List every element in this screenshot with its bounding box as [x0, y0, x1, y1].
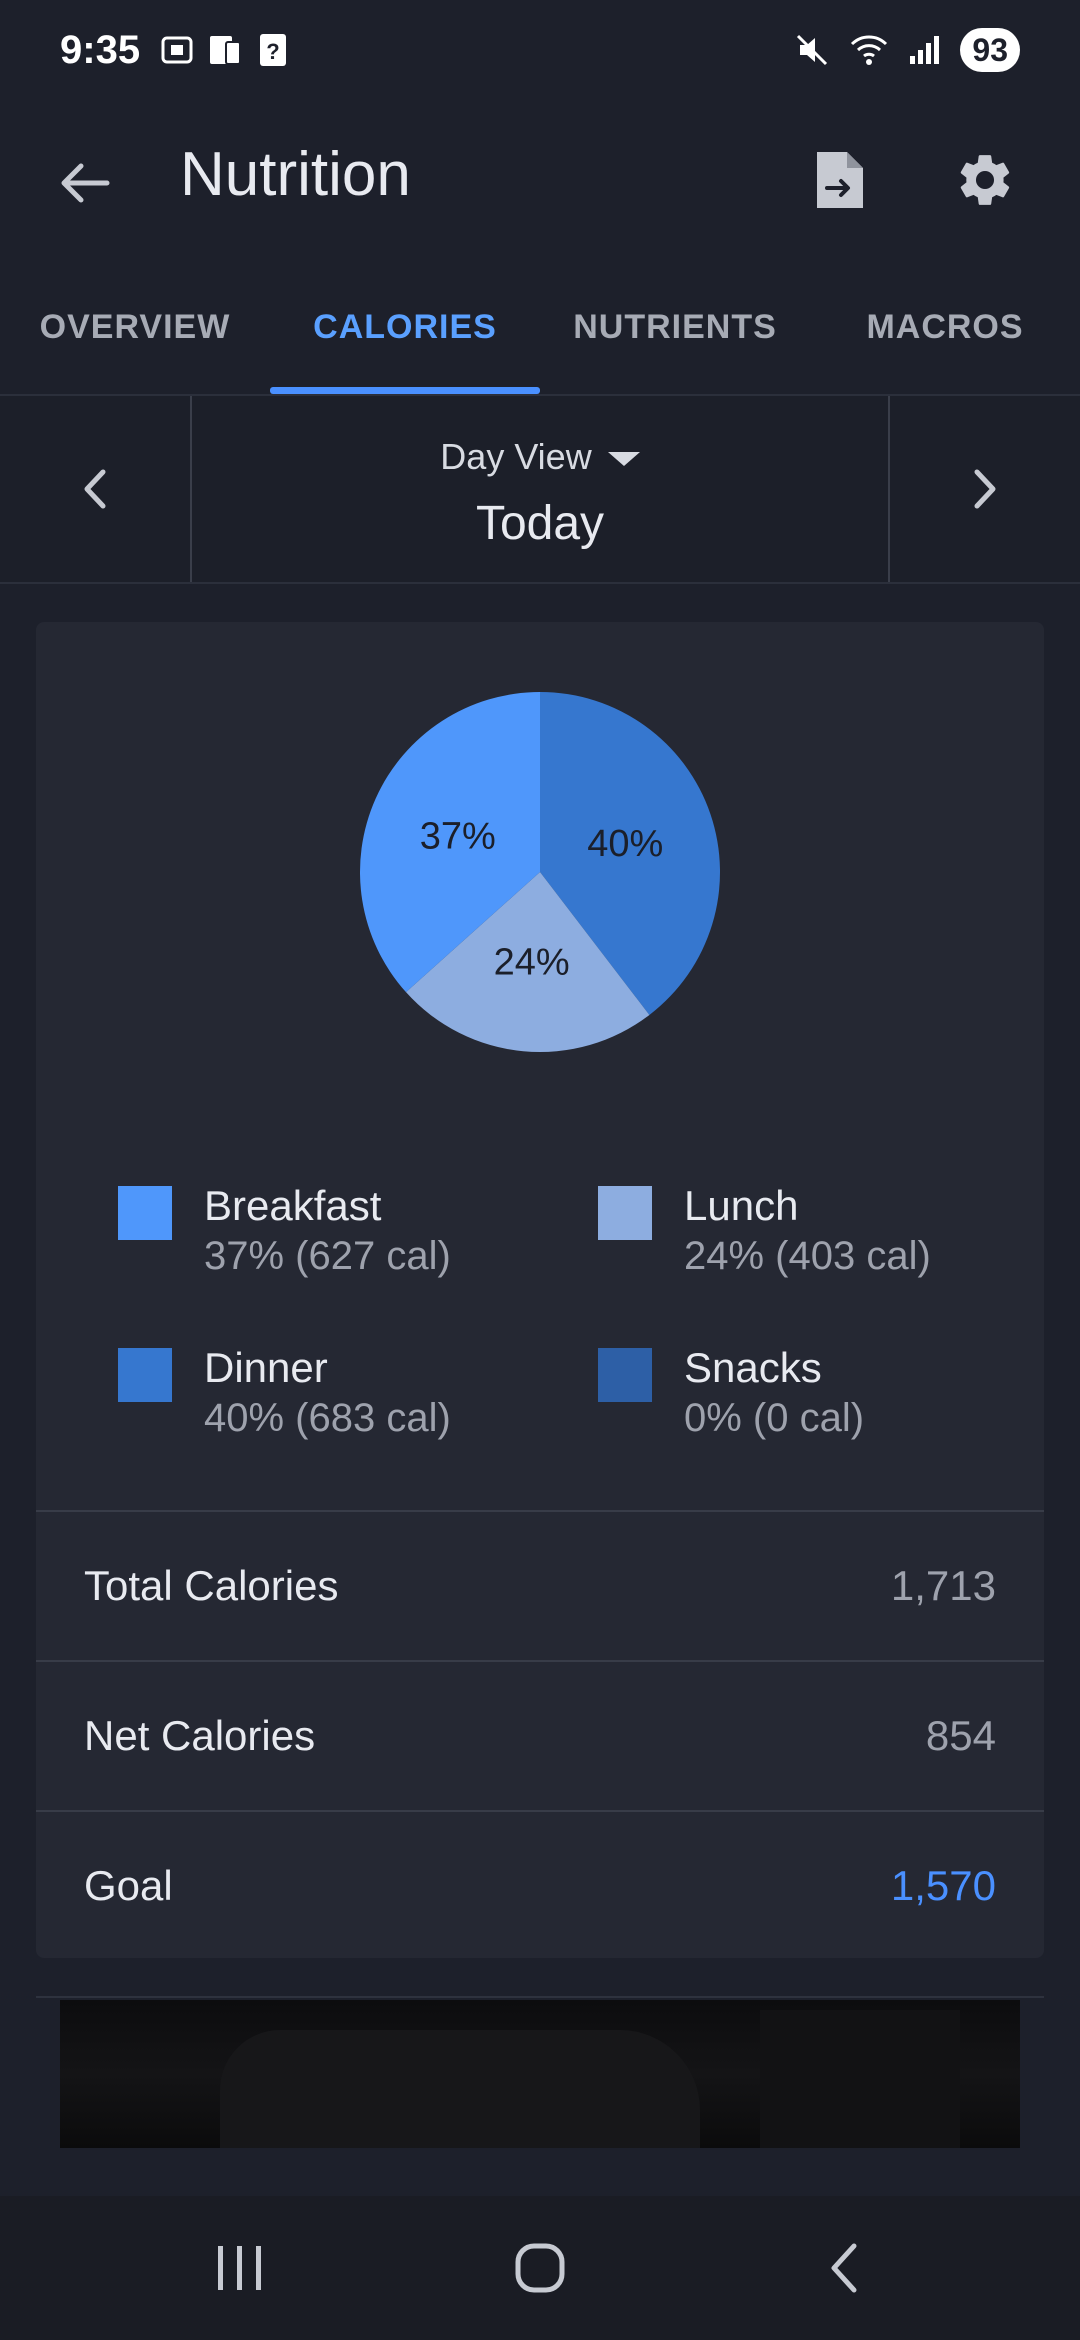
net-calories-row: Net Calories 854 — [36, 1660, 1044, 1810]
home-button[interactable] — [490, 2232, 590, 2304]
total-calories-value: 1,713 — [890, 1562, 996, 1609]
screenshot-icon — [160, 32, 194, 68]
wifi-icon — [851, 35, 888, 65]
pie-label-breakfast: 37% — [420, 815, 496, 857]
legend-swatch — [118, 1348, 172, 1402]
previous-period-button[interactable] — [0, 396, 192, 582]
legend-name: Snacks — [684, 1344, 822, 1391]
calories-pie-chart: 40% 24% 37% — [358, 690, 722, 1054]
settings-button[interactable] — [940, 135, 1030, 225]
goal-value[interactable]: 1,570 — [890, 1862, 996, 1909]
device-icon — [208, 32, 242, 68]
legend-detail: 37% (627 cal) — [204, 1234, 451, 1278]
back-icon — [831, 2243, 857, 2293]
calories-card: 40% 24% 37% Breakfast 37% (627 cal) Lunch … — [36, 622, 1044, 1958]
legend-item-snacks: Snacks 0% (0 cal) — [598, 1344, 1038, 1464]
caret-down-icon — [607, 452, 640, 467]
net-calories-label: Net Calories — [84, 1712, 316, 1759]
status-right-icons: 93 — [794, 28, 1020, 72]
export-file-icon — [817, 152, 863, 208]
mute-icon — [797, 34, 828, 66]
legend-detail: 40% (683 cal) — [204, 1396, 451, 1440]
ad-image-shape — [220, 2030, 700, 2148]
pie-slice-breakfast — [360, 692, 540, 993]
system-back-button[interactable] — [795, 2232, 895, 2304]
legend-item-breakfast: Breakfast 37% (627 cal) — [118, 1182, 558, 1302]
tab-overview[interactable]: OVERVIEW — [39, 308, 231, 346]
unknown-icon: ? — [256, 32, 290, 68]
svg-text:?: ? — [266, 39, 279, 64]
goal-row[interactable]: Goal 1,570 — [36, 1810, 1044, 1960]
tab-calories[interactable]: CALORIES — [270, 260, 540, 394]
tab-nutrients[interactable]: NUTRIENTS — [573, 308, 777, 346]
legend-detail: 24% (403 cal) — [684, 1234, 931, 1278]
total-calories-row: Total Calories 1,713 — [36, 1510, 1044, 1660]
legend-swatch — [118, 1186, 172, 1240]
battery-indicator: 93 — [960, 28, 1020, 72]
period-label: Today — [475, 497, 605, 550]
gear-icon — [960, 155, 1010, 205]
view-selector[interactable]: Day View — [194, 436, 886, 478]
page-title: Nutrition — [180, 140, 411, 209]
signal-icon — [910, 36, 940, 64]
chevron-left-icon — [84, 469, 106, 509]
goal-label: Goal — [84, 1862, 173, 1909]
legend-name: Lunch — [684, 1182, 799, 1229]
pie-slice-lunch — [405, 872, 650, 1052]
recents-button[interactable] — [190, 2232, 290, 2304]
app-bar: Nutrition — [0, 110, 1080, 260]
back-button[interactable] — [40, 138, 130, 228]
system-navigation-bar — [0, 2196, 1080, 2340]
ad-banner[interactable] — [60, 2000, 1020, 2148]
legend-name: Dinner — [204, 1344, 328, 1391]
export-button[interactable] — [795, 135, 885, 225]
recents-icon — [218, 2246, 261, 2290]
pie-svg: 40% 24% 37% — [360, 692, 720, 1052]
legend-detail: 0% (0 cal) — [684, 1396, 865, 1440]
home-icon — [515, 2243, 565, 2293]
tab-macros[interactable]: MACROS — [866, 308, 1024, 346]
status-bar: 9:35 ? 93 — [0, 0, 1080, 110]
pie-label-lunch: 24% — [494, 942, 570, 984]
pie-label-dinner: 40% — [587, 823, 663, 865]
legend-name: Breakfast — [204, 1182, 382, 1229]
ad-divider — [36, 1996, 1044, 1998]
tab-bar: OVERVIEW CALORIES NUTRIENTS MACROS — [0, 260, 1080, 394]
ad-image-shape — [760, 2010, 960, 2148]
status-left-icons: ? — [160, 32, 290, 68]
chevron-right-icon — [974, 469, 996, 509]
legend-swatch — [598, 1186, 652, 1240]
legend-swatch — [598, 1348, 652, 1402]
net-calories-value: 854 — [925, 1712, 996, 1759]
total-calories-label: Total Calories — [84, 1562, 339, 1609]
legend-item-dinner: Dinner 40% (683 cal) — [118, 1344, 558, 1464]
legend-item-lunch: Lunch 24% (403 cal) — [598, 1182, 1038, 1302]
date-navigator: Day View Today — [0, 394, 1080, 584]
pie-slice-dinner — [540, 692, 720, 1015]
back-arrow-icon — [61, 163, 110, 203]
status-time: 9:35 — [60, 28, 141, 72]
next-period-button[interactable] — [888, 396, 1080, 582]
view-selector-label: Day View — [440, 436, 592, 477]
